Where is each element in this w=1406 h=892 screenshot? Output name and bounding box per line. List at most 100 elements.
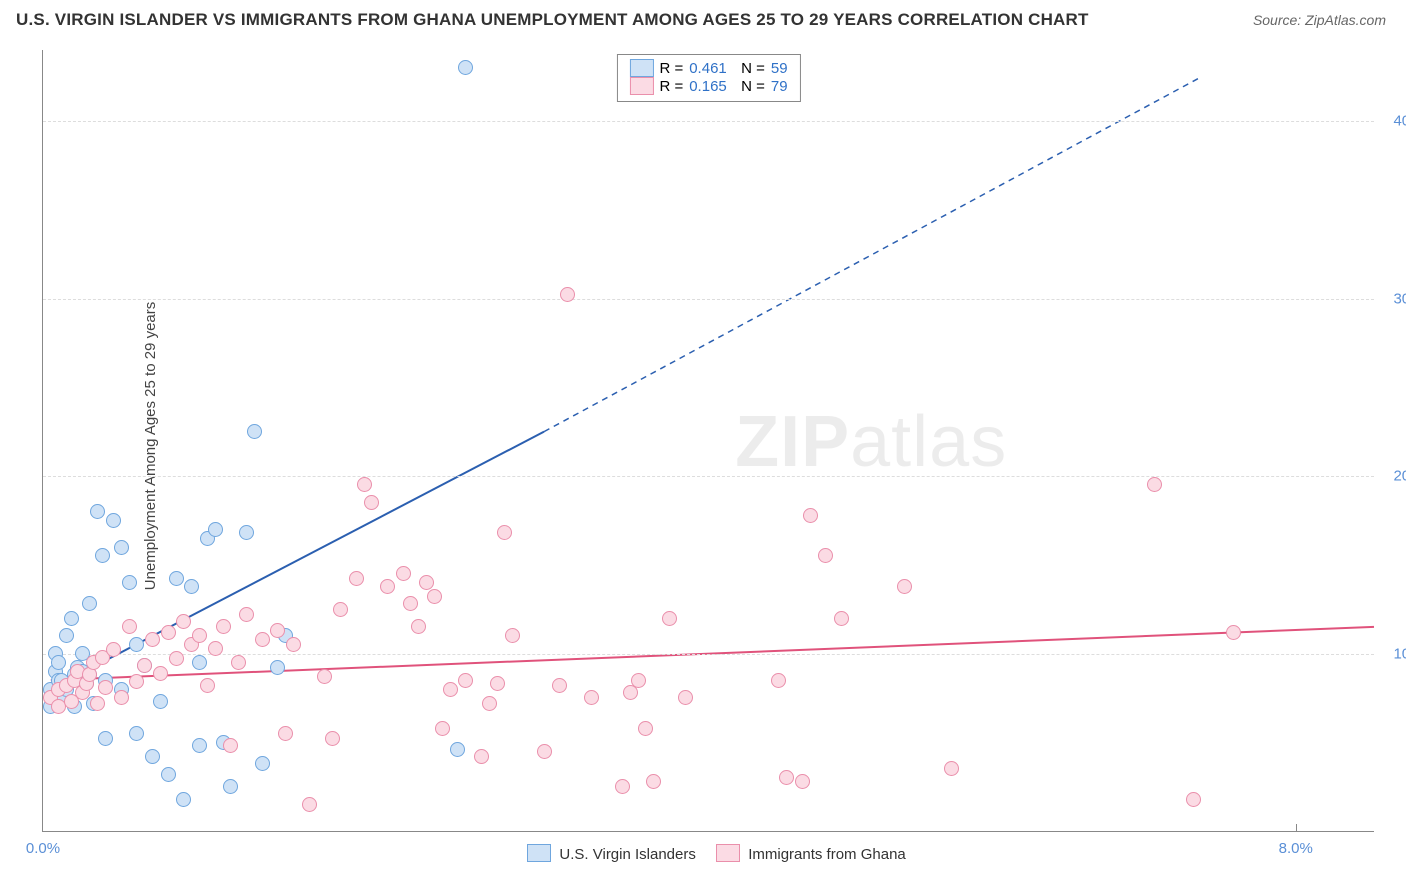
legend-r-value: 0.165 [689,78,727,95]
legend-n-value: 59 [771,60,788,77]
data-point [552,678,567,693]
data-point [255,756,270,771]
data-point [153,694,168,709]
data-point [90,696,105,711]
data-point [98,680,113,695]
data-point [122,619,137,634]
data-point [497,525,512,540]
data-point [231,655,246,670]
data-point [325,731,340,746]
data-point [216,619,231,634]
data-point [247,424,262,439]
data-point [95,548,110,563]
data-point [380,579,395,594]
data-point [98,731,113,746]
data-point [537,744,552,759]
chart-title: U.S. VIRGIN ISLANDER VS IMMIGRANTS FROM … [16,10,1089,30]
data-point [803,508,818,523]
data-point [161,767,176,782]
y-tick-label: 30.0% [1381,290,1406,307]
data-point [145,632,160,647]
gridline [43,121,1374,122]
scatter-plot: ZIPatlas R = 0.461 N = 59 R = 0.165 N = … [42,50,1374,832]
data-point [51,655,66,670]
data-point [333,602,348,617]
data-point [169,571,184,586]
data-point [638,721,653,736]
gridline [43,476,1374,477]
y-tick-label: 20.0% [1381,468,1406,485]
data-point [474,749,489,764]
data-point [443,682,458,697]
data-point [897,579,912,594]
data-point [1226,625,1241,640]
data-point [114,690,129,705]
data-point [779,770,794,785]
data-point [834,611,849,626]
swatch-icon [629,59,653,77]
data-point [129,674,144,689]
data-point [270,660,285,675]
data-point [646,774,661,789]
trend-line [544,77,1202,432]
data-point [560,287,575,302]
data-point [286,637,301,652]
gridline [43,299,1374,300]
data-point [114,540,129,555]
data-point [396,566,411,581]
data-point [1186,792,1201,807]
data-point [208,522,223,537]
data-point [106,642,121,657]
watermark: ZIPatlas [735,401,1007,483]
swatch-icon [716,844,740,862]
legend-r-label: R = [659,60,683,77]
data-point [302,797,317,812]
data-point [450,742,465,757]
series-legend: U.S. Virgin Islanders Immigrants from Gh… [43,844,1374,863]
data-point [82,596,97,611]
data-point [145,749,160,764]
data-point [223,779,238,794]
data-point [223,738,238,753]
data-point [490,676,505,691]
x-tick-mark [1296,824,1297,832]
data-point [176,792,191,807]
data-point [458,60,473,75]
data-point [59,628,74,643]
legend-r-label: R = [659,78,683,95]
data-point [678,690,693,705]
y-tick-label: 10.0% [1381,645,1406,662]
y-tick-label: 40.0% [1381,113,1406,130]
legend-n-label: N = [733,78,765,95]
data-point [944,761,959,776]
source-label: Source: ZipAtlas.com [1253,12,1386,28]
data-point [64,611,79,626]
gridline [43,654,1374,655]
data-point [662,611,677,626]
correlation-legend: R = 0.461 N = 59 R = 0.165 N = 79 [616,54,800,102]
data-point [161,625,176,640]
legend-r-value: 0.461 [689,60,727,77]
legend-row-pink: R = 0.165 N = 79 [629,77,787,95]
data-point [176,614,191,629]
data-point [239,607,254,622]
legend-series-label: U.S. Virgin Islanders [559,846,695,863]
data-point [317,669,332,684]
data-point [239,525,254,540]
data-point [482,696,497,711]
data-point [192,628,207,643]
legend-n-value: 79 [771,78,788,95]
data-point [278,726,293,741]
data-point [137,658,152,673]
data-point [411,619,426,634]
data-point [255,632,270,647]
x-tick-label: 0.0% [26,840,60,857]
data-point [771,673,786,688]
data-point [192,738,207,753]
data-point [505,628,520,643]
data-point [364,495,379,510]
data-point [90,504,105,519]
legend-series-label: Immigrants from Ghana [748,846,906,863]
data-point [458,673,473,688]
data-point [1147,477,1162,492]
